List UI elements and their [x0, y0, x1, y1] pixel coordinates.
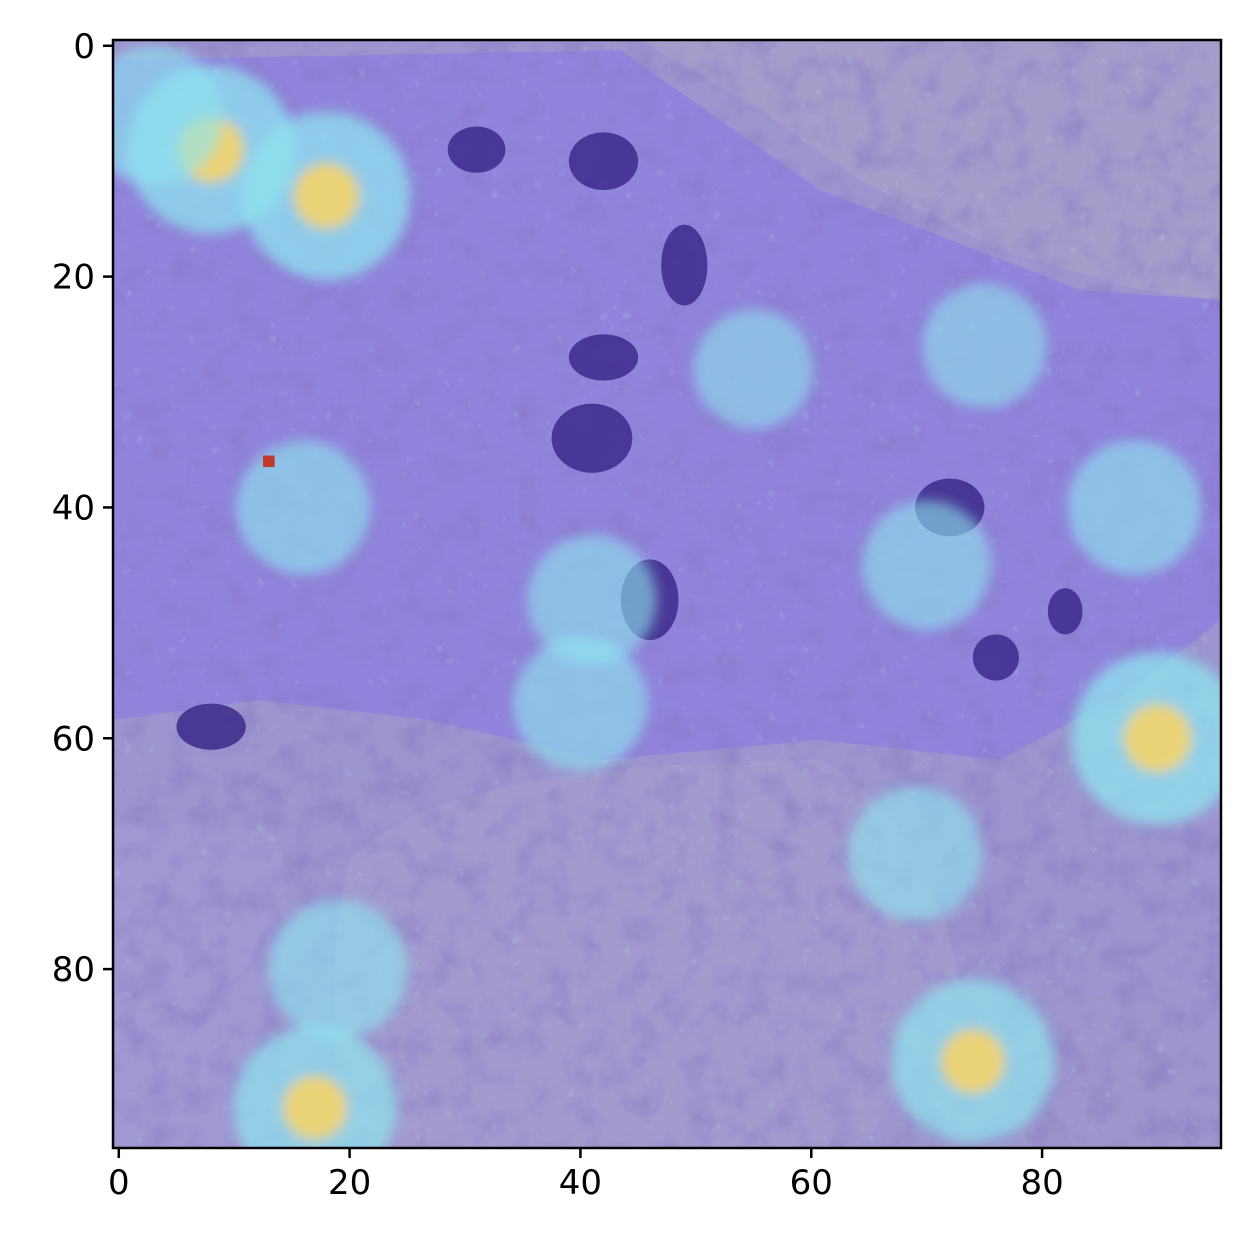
hotspot-core-5 [282, 1075, 348, 1140]
marker-pixel [263, 455, 275, 468]
heatmap-image [113, 40, 1221, 1148]
y-tick-label-80: 80 [52, 950, 95, 990]
y-tick-label-40: 40 [52, 488, 95, 528]
x-tick-label-20: 20 [328, 1163, 371, 1203]
y-tick-label-0: 0 [73, 27, 95, 67]
x-tick-label-80: 80 [1020, 1163, 1063, 1203]
attention-hotspots [113, 45, 1221, 1148]
hotspot-core-1 [293, 162, 360, 229]
nucleus-0 [551, 403, 633, 473]
x-axis: 0 20 40 60 80 [108, 1148, 1064, 1203]
y-tick-label-20: 20 [52, 258, 95, 298]
y-tick-label-60: 60 [52, 719, 95, 759]
hotspot-halo-12 [848, 786, 983, 921]
x-tick-label-40: 40 [559, 1163, 602, 1203]
hotspot-halo-10 [862, 500, 992, 630]
hotspot-halo-9 [513, 636, 648, 771]
nucleus-8 [568, 334, 639, 381]
nucleus-2 [568, 132, 639, 191]
hotspot-halo-2 [113, 45, 223, 185]
x-tick-label-60: 60 [790, 1163, 833, 1203]
hotspot-halo-11 [1067, 440, 1202, 575]
nucleus-6 [1047, 588, 1083, 635]
nucleus-1 [661, 224, 708, 306]
hotspot-core-3 [1123, 704, 1192, 773]
hotspot-halo-6 [268, 899, 408, 1039]
nucleus-3 [447, 126, 506, 173]
hotspot-halo-13 [693, 309, 814, 429]
hotspot-halo-8 [527, 535, 657, 665]
nucleus-7 [972, 634, 1020, 681]
hotspot-core-4 [940, 1029, 1005, 1094]
axes-frame [111, 38, 1223, 1150]
hotspot-halo-14 [922, 283, 1047, 409]
hotspot-halo-7 [236, 440, 371, 575]
y-axis: 0 20 40 60 80 [52, 27, 113, 990]
x-tick-label-0: 0 [108, 1163, 130, 1203]
marker-layer [263, 455, 275, 468]
nucleus-9 [176, 703, 246, 750]
